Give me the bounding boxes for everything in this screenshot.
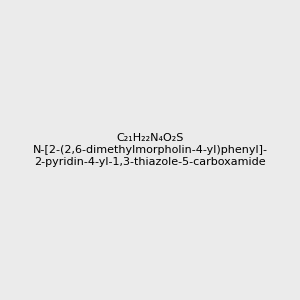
Text: C₂₁H₂₂N₄O₂S
N-[2-(2,6-dimethylmorpholin-4-yl)phenyl]-
2-pyridin-4-yl-1,3-thiazol: C₂₁H₂₂N₄O₂S N-[2-(2,6-dimethylmorpholin-…: [32, 134, 268, 166]
